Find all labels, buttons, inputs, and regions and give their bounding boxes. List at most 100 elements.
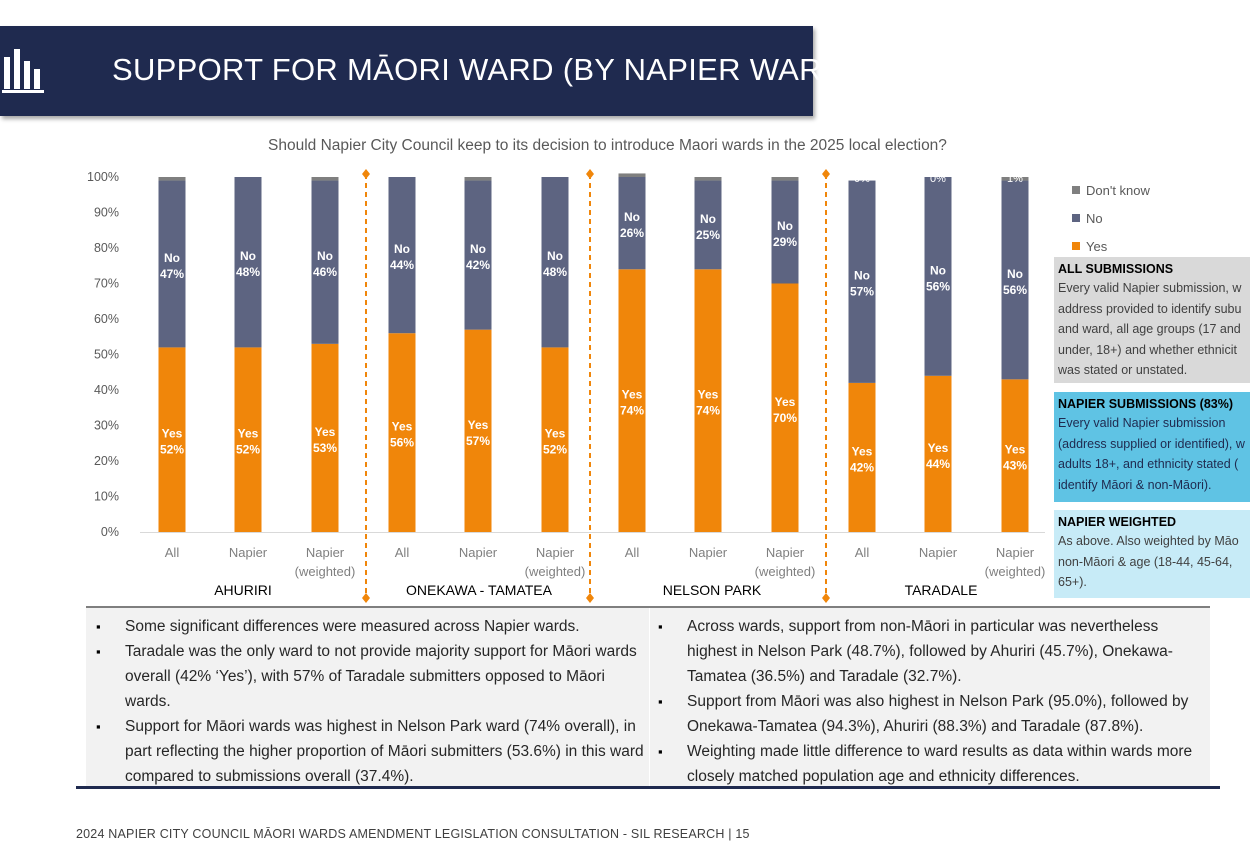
legend-swatch-dont-know <box>1072 186 1080 194</box>
data-label-series: No <box>470 242 486 256</box>
bar-segment-no <box>541 177 569 348</box>
data-label-series: No <box>1007 267 1023 281</box>
data-label-series: No <box>624 210 640 224</box>
bar-segment-no <box>388 177 416 334</box>
note-line: Every valid Napier submission <box>1058 416 1226 430</box>
data-label-series: Yes <box>392 420 413 434</box>
bar-segment-yes <box>311 343 339 532</box>
data-label-value: 52% <box>160 443 184 457</box>
legend-label-dont-know: Don't know <box>1086 182 1150 198</box>
data-label-dont-know: 0% <box>930 173 946 185</box>
data-label-series: No <box>164 251 180 265</box>
note-line: address provided to identify subu <box>1058 301 1242 316</box>
data-label-value: 44% <box>390 258 414 272</box>
separator-diamond-top <box>822 169 830 179</box>
x-tick-label: (weighted) <box>295 564 356 579</box>
data-label-value: 47% <box>160 267 184 281</box>
data-label-series: Yes <box>468 418 489 432</box>
x-tick-label: Napier <box>766 545 805 560</box>
x-tick-label: Napier <box>919 545 958 560</box>
data-label-value: 26% <box>620 226 644 240</box>
ward-group-label: NELSON PARK <box>663 582 762 598</box>
y-tick-label: 100% <box>87 170 119 184</box>
chart-title: Should Napier City Council keep to its d… <box>268 137 947 154</box>
data-label-value: 48% <box>543 265 567 279</box>
summary-bullets: Some significant differences were measur… <box>86 606 1210 786</box>
data-label-series: Yes <box>775 395 796 409</box>
data-label-value: 57% <box>466 434 490 448</box>
data-label-value: 56% <box>390 436 414 450</box>
bullets-right-column: Across wards, support from non-Māori in … <box>650 614 1202 789</box>
separator-diamond-bottom <box>822 593 830 603</box>
data-label-value: 46% <box>313 265 337 279</box>
bar-segment-yes <box>618 269 646 532</box>
x-tick-label: All <box>165 545 180 560</box>
bar-segment-don-t-know <box>618 173 646 177</box>
note-line: under, 18+) and whether ethnicit <box>1058 342 1237 357</box>
bar-segment-no <box>924 177 952 376</box>
separator-diamond-top <box>362 169 370 179</box>
bar-segment-yes <box>1001 379 1029 532</box>
bar-segment-no <box>618 177 646 270</box>
data-label-value: 70% <box>773 411 797 425</box>
bar-chart-icon <box>2 49 44 93</box>
x-tick-label: All <box>625 545 640 560</box>
x-tick-label: Napier <box>996 545 1035 560</box>
bullet-item: Taradale was the only ward to not provid… <box>88 639 648 714</box>
note-line: (address supplied or identified), w <box>1058 436 1245 451</box>
ward-group-label: TARADALE <box>905 582 978 598</box>
y-tick-label: 30% <box>94 419 119 433</box>
data-label-value: 56% <box>926 279 950 293</box>
bar-segment-no <box>1001 180 1029 380</box>
data-label-series: Yes <box>1005 443 1026 457</box>
ward-group-label: AHURIRI <box>214 582 272 598</box>
bullet-item: Support for Māori wards was highest in N… <box>88 714 648 789</box>
note-title: ALL SUBMISSIONS <box>1058 262 1174 276</box>
x-tick-label: All <box>395 545 410 560</box>
bar-segment-no <box>771 180 799 284</box>
data-label-series: No <box>394 242 410 256</box>
note-line: identify Māori & non-Māori). <box>1058 477 1212 492</box>
bottom-rule <box>76 786 1220 789</box>
data-label-value: 74% <box>696 404 720 418</box>
x-tick-label: Napier <box>306 545 345 560</box>
data-label-series: Yes <box>622 388 643 402</box>
stacked-bar-chart: 0% 10% 20% 30% 40% 50% 60% 70% 80% 90% 100% Yes 52% N… <box>87 169 1045 603</box>
x-tick-label: Napier <box>536 545 575 560</box>
bar-segment-yes <box>541 347 569 532</box>
data-label-value: 48% <box>236 265 260 279</box>
data-label-series: Yes <box>928 441 949 455</box>
data-label-series: Yes <box>698 388 719 402</box>
data-label-value: 29% <box>773 235 797 249</box>
legend-swatch-no <box>1072 214 1080 222</box>
bullet-item: Across wards, support from non-Māori in … <box>650 614 1202 689</box>
bar-segment-don-t-know <box>311 177 339 181</box>
bar-segment-yes <box>848 382 876 532</box>
bar-segment-no <box>158 180 186 348</box>
note-napier-submissions: NAPIER SUBMISSIONS (83%) Every valid Nap… <box>1054 392 1250 502</box>
data-label-value: 57% <box>850 285 874 299</box>
note-title: NAPIER WEIGHTED <box>1058 515 1177 529</box>
chart-legend: Don't know No Yes <box>1072 176 1150 260</box>
data-label-series: No <box>547 249 563 263</box>
bar-segment-don-t-know <box>158 177 186 181</box>
data-label-value: 52% <box>543 443 567 457</box>
footer: 2024 NAPIER CITY COUNCIL MĀORI WARDS AME… <box>76 827 750 841</box>
note-line: and ward, all age groups (17 and <box>1058 322 1241 336</box>
separator-diamond-bottom <box>586 593 594 603</box>
data-label-value: 53% <box>313 441 337 455</box>
title-banner <box>0 26 813 116</box>
bar-segment-yes <box>694 269 722 532</box>
legend-label-yes: Yes <box>1086 238 1108 254</box>
bar-segment-yes <box>464 329 492 532</box>
x-tick-label: Napier <box>689 545 728 560</box>
x-tick-label: (weighted) <box>525 564 586 579</box>
legend-label-no: No <box>1086 210 1103 226</box>
bar-segment-no <box>234 177 262 348</box>
note-line: As above. Also weighted by Māo <box>1058 534 1239 548</box>
data-label-series: Yes <box>852 444 873 458</box>
y-tick-label: 10% <box>94 490 119 504</box>
data-label-series: Yes <box>545 427 566 441</box>
data-label-value: 43% <box>1003 459 1027 473</box>
note-line: was stated or unstated. <box>1058 363 1188 377</box>
